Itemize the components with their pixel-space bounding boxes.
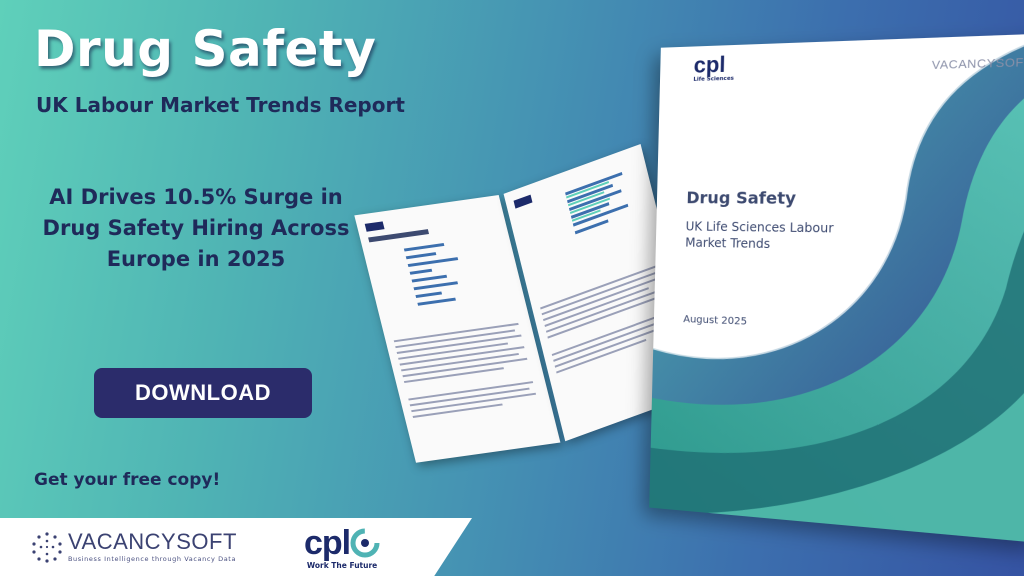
banner-headline: AI Drives 10.5% Surge in Drug Safety Hir…	[36, 182, 356, 275]
vacancysoft-tagline: Business Intelligence through Vacancy Da…	[68, 555, 237, 563]
free-copy-text: Get your free copy!	[34, 470, 220, 490]
cover-swirl-graphic-icon	[649, 33, 1024, 543]
cover-title: Drug Safety	[686, 188, 796, 208]
cover-cpl-tagline: Life Sciences	[693, 76, 734, 83]
cpl-circle-icon	[350, 528, 380, 558]
vacancysoft-dots-icon	[30, 530, 64, 564]
download-button[interactable]: DOWNLOAD	[94, 368, 312, 418]
cover-cpl-logo: cpl Life Sciences	[693, 53, 734, 83]
vacancysoft-logo: VACANCYSOFT Business Intelligence throug…	[30, 530, 237, 564]
cover-cpl-wordmark: cpl	[693, 53, 734, 77]
vacancysoft-wordmark: VACANCYSOFT	[68, 531, 237, 553]
cover-vacancysoft-logo: VACANCYSOFT	[932, 56, 1024, 72]
banner-subtitle: UK Labour Market Trends Report	[36, 93, 405, 117]
cpl-tagline: Work The Future	[307, 561, 377, 570]
banner-title: Drug Safety	[34, 20, 376, 78]
cpl-wordmark: cpl	[304, 527, 350, 559]
cover-subtitle: UK Life Sciences Labour Market Trends	[685, 218, 873, 254]
report-cover: cpl Life Sciences VACANCYSOFT Drug Safet…	[649, 33, 1024, 543]
cpl-logo: cpl Work The Future	[304, 527, 380, 570]
